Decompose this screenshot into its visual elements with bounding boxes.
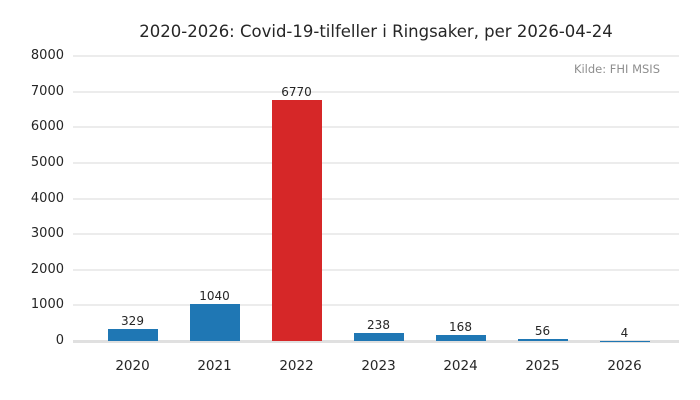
gridline [73, 197, 679, 200]
y-axis-tick-label: 2000 [30, 261, 64, 277]
gridline [73, 161, 679, 164]
y-axis-tick-label: 6000 [30, 119, 64, 135]
bar-value-label: 1040 [199, 288, 230, 303]
x-axis-tick-label: 2020 [115, 358, 150, 374]
y-axis-tick-label: 1000 [30, 297, 64, 313]
gridline [73, 126, 679, 129]
plot-area: 329 1040 6770 238 168 56 4 [73, 55, 679, 343]
bar-2024 [435, 335, 486, 341]
x-axis-tick-label: 2023 [361, 358, 396, 374]
x-axis-tick-label: 2024 [443, 358, 478, 374]
gridline [73, 304, 679, 307]
bar-2023 [353, 332, 404, 341]
gridline [73, 90, 679, 93]
y-axis-tick-label: 7000 [30, 83, 64, 99]
bar-value-label: 329 [121, 314, 144, 329]
bar-value-label: 238 [367, 317, 390, 332]
bar-2025 [517, 339, 568, 341]
source-note: Kilde: FHI MSIS [573, 62, 660, 76]
x-axis-tick-label: 2026 [607, 358, 642, 374]
gridline [73, 268, 679, 271]
bar-2020 [107, 329, 158, 341]
x-axis-line [73, 340, 679, 343]
gridline [73, 233, 679, 236]
y-axis-tick-label: 8000 [30, 48, 64, 63]
y-axis-tick-label: 3000 [30, 226, 64, 242]
bar-2021 [189, 303, 240, 341]
bar-value-label: 56 [534, 324, 551, 339]
bar-2022 [271, 99, 322, 341]
bar-value-label: 6770 [281, 84, 312, 99]
y-axis-tick-label: 0 [55, 333, 64, 348]
gridline [73, 55, 679, 57]
x-axis-tick-label: 2021 [197, 358, 232, 374]
chart-title: 2020-2026: Covid-19-tilfeller i Ringsake… [139, 22, 613, 41]
x-axis-tick-label: 2025 [525, 358, 560, 374]
y-axis-tick-label: 5000 [30, 154, 64, 170]
bar-value-label: 4 [620, 325, 629, 340]
bar-value-label: 168 [449, 320, 472, 335]
y-axis-tick-label: 4000 [30, 190, 64, 206]
x-axis-tick-label: 2022 [279, 358, 314, 374]
